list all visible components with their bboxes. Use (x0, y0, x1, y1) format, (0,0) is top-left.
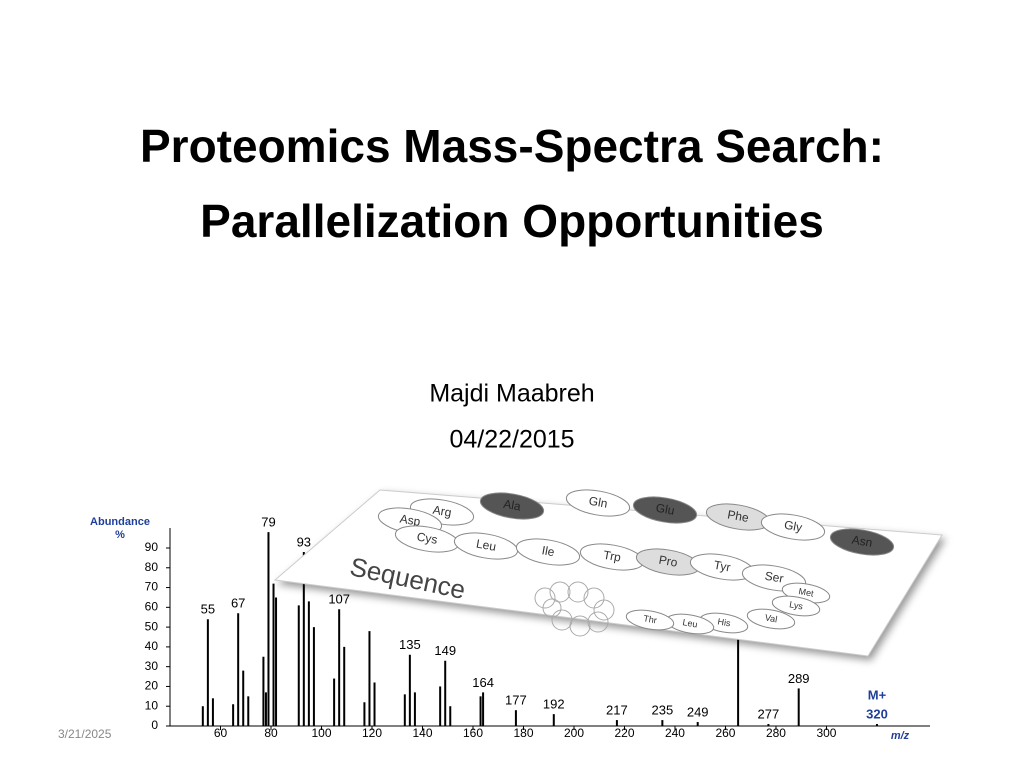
residue-label: Val (764, 612, 778, 624)
date: 04/22/2015 (449, 426, 574, 454)
y-label: Abundance (90, 516, 150, 528)
residue (625, 609, 675, 631)
peak-label: 55 (201, 602, 215, 617)
peak-label: 177 (505, 693, 527, 708)
residue (565, 489, 631, 517)
residue-label: Cys (416, 529, 439, 546)
peak-label: 135 (399, 637, 421, 652)
residue-label: Glu (655, 501, 676, 518)
y-tick-label: 10 (145, 698, 159, 712)
y-tick-label: 0 (151, 718, 158, 732)
peak-label: 164 (472, 675, 494, 690)
x-label: m/z (891, 730, 910, 742)
x-tick-label: 100 (311, 726, 331, 740)
y-tick-label: 80 (145, 560, 159, 574)
peak-label: 149 (434, 643, 456, 658)
y-tick-label: 60 (145, 600, 159, 614)
x-tick-label: 120 (362, 726, 382, 740)
x-tick-label: 140 (412, 726, 432, 740)
residue-label: Asp (399, 511, 422, 528)
residue (746, 608, 796, 630)
y-tick-label: 30 (145, 659, 159, 673)
y-unit: % (115, 529, 125, 541)
x-tick-label: 220 (614, 726, 634, 740)
title-line: Proteomics Mass-Spectra Search: (140, 120, 884, 172)
title-line: Parallelization Opportunities (200, 195, 824, 247)
peak-label: 289 (788, 671, 810, 686)
y-tick-label: 50 (145, 619, 159, 633)
residue-label: Ser (764, 569, 785, 586)
y-tick-label: 70 (145, 580, 159, 594)
residue (632, 496, 698, 524)
residue-label: Leu (682, 617, 699, 629)
y-tick-label: 20 (145, 679, 159, 693)
residue-label: Ile (541, 543, 556, 559)
residue-label: Lys (789, 599, 805, 611)
residue (479, 492, 545, 520)
residue-label: Arg (432, 503, 453, 520)
y-tick-label: 40 (145, 639, 159, 653)
residue-label: His (717, 616, 732, 628)
residue-label: Phe (726, 507, 750, 525)
ion-label: M+ (868, 687, 887, 702)
residue-label: Gly (783, 518, 803, 535)
peak-label: 277 (758, 706, 780, 721)
peak-label: 67 (231, 596, 245, 611)
x-tick-label: 160 (463, 726, 483, 740)
peak-label: 249 (687, 704, 709, 719)
residue-label: Trp (602, 548, 622, 565)
spiral (534, 581, 615, 637)
x-tick-label: 200 (564, 726, 584, 740)
peak-label: 235 (652, 703, 674, 718)
x-tick-label: 300 (816, 726, 836, 740)
x-tick-label: 260 (715, 726, 735, 740)
x-tick-label: 80 (264, 726, 278, 740)
residue-label: Tyr (713, 558, 732, 575)
residue-label: Pro (658, 553, 679, 570)
peak-label: 320 (866, 706, 888, 721)
x-tick-label: 280 (766, 726, 786, 740)
peak-label: 192 (543, 697, 565, 712)
residue-label: Thr (643, 613, 658, 625)
spectrum: 0 10 20 30 40 50 60 70 80 90 60 80 100 120 140 160 180 20… (90, 515, 930, 742)
residue-label: Asn (851, 532, 874, 549)
x-tick-label: 60 (214, 726, 228, 740)
y-tick-label: 90 (145, 540, 159, 554)
peak-label: 107 (328, 592, 350, 607)
x-tick-label: 240 (665, 726, 685, 740)
residue-label: Leu (475, 537, 497, 554)
residue (771, 595, 821, 617)
author: Majdi Maabreh (429, 380, 594, 408)
residue (760, 513, 826, 541)
peak-label: 79 (261, 515, 275, 530)
residue-label: Ala (502, 497, 522, 514)
x-tick-label: 180 (513, 726, 533, 740)
residue (829, 528, 895, 556)
peak-label: 217 (606, 703, 628, 718)
residue (515, 538, 581, 566)
footer-date: 3/21/2025 (58, 727, 112, 741)
peak-label: 93 (297, 534, 311, 549)
residue-label: Met (798, 586, 815, 599)
residue-label: Gln (588, 494, 609, 511)
